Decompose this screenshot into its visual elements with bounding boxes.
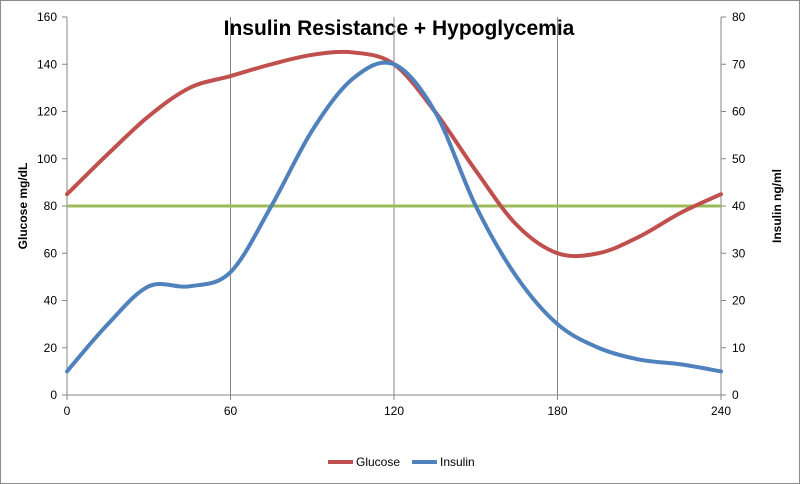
y-right-tick-label: 60	[732, 105, 746, 119]
y-right-tick-label: 30	[732, 246, 746, 260]
y-left-tick-label: 0	[50, 388, 57, 402]
x-tick-label: 60	[224, 404, 238, 418]
x-tick-label: 240	[711, 404, 731, 418]
y-right-axis-ticks: 0 10 20 30 40 50 60 70 80	[721, 10, 746, 402]
y-left-tick-label: 60	[44, 246, 58, 260]
y-left-tick-label: 120	[37, 105, 57, 119]
y-right-tick-label: 40	[732, 199, 746, 213]
y-right-tick-label: 80	[732, 10, 746, 24]
y-left-tick-label: 40	[44, 294, 58, 308]
y-right-tick-label: 20	[732, 294, 746, 308]
series-lines	[65, 49, 723, 374]
y-right-tick-label: 10	[732, 341, 746, 355]
y-right-axis-title: Insulin ng/ml	[770, 169, 784, 243]
x-tick-label: 180	[547, 404, 567, 418]
x-tick-label: 120	[384, 404, 404, 418]
y-left-tick-label: 20	[44, 341, 58, 355]
y-right-tick-label: 70	[732, 57, 746, 71]
y-left-tick-label: 140	[37, 57, 57, 71]
legend-label-insulin: Insulin	[440, 455, 475, 469]
y-left-axis-ticks: 0 20 40 60 80 100 120 140 160	[37, 10, 67, 402]
x-tick-label: 0	[64, 404, 71, 418]
chart-title: Insulin Resistance + Hypoglycemia	[224, 17, 575, 40]
y-left-tick-label: 80	[44, 199, 58, 213]
y-right-tick-label: 50	[732, 152, 746, 166]
legend: Glucose Insulin	[328, 455, 475, 469]
y-left-tick-label: 160	[37, 10, 57, 24]
y-left-tick-label: 100	[37, 152, 57, 166]
legend-label-glucose: Glucose	[356, 455, 400, 469]
series-line-insulin	[65, 60, 723, 374]
y-right-tick-label: 0	[732, 388, 739, 402]
y-left-axis-title: Glucose mg/dL	[16, 163, 30, 250]
x-axis-ticks: 0 60 120 180 240	[64, 395, 731, 418]
